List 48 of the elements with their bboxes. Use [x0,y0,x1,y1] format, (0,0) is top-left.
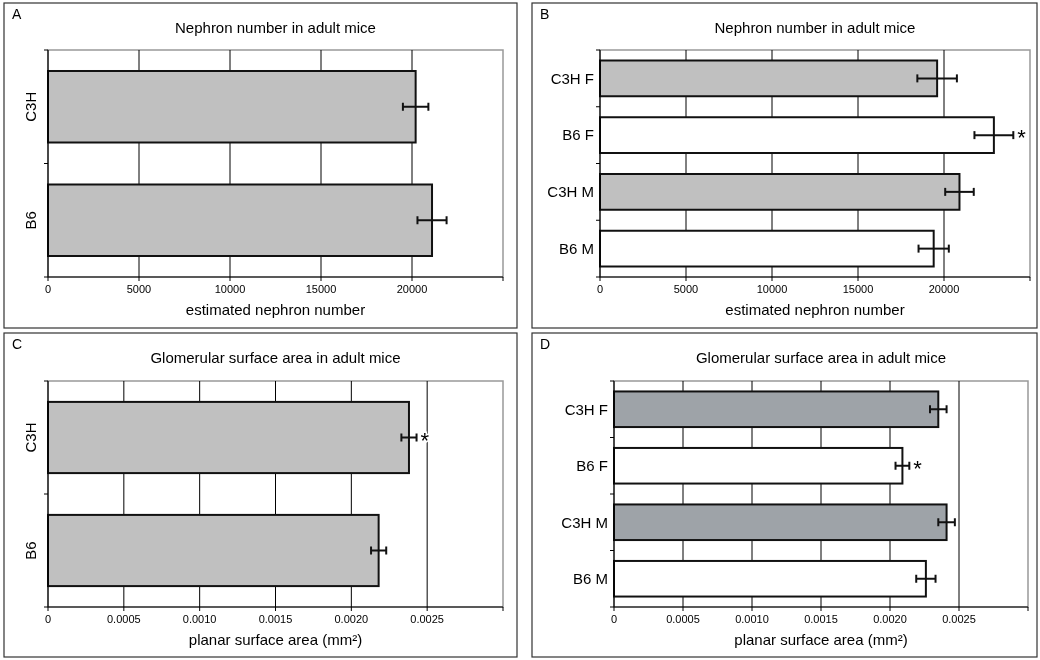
x-axis-title: estimated nephron number [185,301,366,318]
x-tick-label: 0.0025 [942,613,976,625]
x-tick-label: 0 [596,283,604,295]
x-tick-label: 0.0005 [666,613,700,625]
y-tick-label: B6 F [562,126,594,144]
text: D [540,336,551,352]
y-tick-label: B6 [22,211,39,230]
x-tick-label: 20000 [928,283,960,295]
x-tick-label: 10000 [214,283,246,295]
x-tick-label: 0.0020 [334,613,369,625]
annotation: * [913,455,923,481]
y-tick-label: C3H M [547,183,594,201]
y-tick-label: C3H F [564,400,608,418]
x-tick-label: 0.0015 [804,613,838,625]
y-tick-label: B6 M [572,570,608,587]
x-axis-title: planar surface area (mm²) [734,631,908,648]
x-tick-label: 15000 [305,283,337,295]
x-tick-label: 0 [610,613,618,625]
y-tick-label: C3H F [550,69,594,87]
x-tick-label: 0.0025 [410,613,444,625]
chart-title: Glomerular surface area in adult mice [150,349,401,366]
annotation: * [1017,125,1027,151]
chart-title: Glomerular surface area in adult mice [695,349,947,366]
y-tick-label: C3H [22,91,39,122]
x-tick-label: 20000 [396,283,428,295]
x-tick-label: 0.0010 [182,613,217,625]
y-tick-label: C3H [22,422,39,453]
text: B [540,6,550,22]
text: C [12,336,23,352]
chart-title: Nephron number in adult mice [175,19,376,36]
x-axis-title: planar surface area (mm²) [188,631,363,648]
x-tick-label: 10000 [756,283,788,295]
x-tick-label: 0 [44,613,52,625]
x-tick-label: 5000 [673,283,699,295]
x-tick-label: 0.0005 [107,613,141,625]
x-tick-label: 0.0015 [258,613,293,625]
x-tick-label: 0.0010 [735,613,769,625]
y-tick-label: B6 [22,541,39,560]
chart-title: Nephron number in adult mice [714,19,916,36]
x-tick-label: 0.0020 [873,613,907,625]
text: A [12,6,22,22]
x-tick-label: 15000 [842,283,874,295]
y-tick-label: B6 M [558,239,594,257]
x-axis-title: estimated nephron number [725,301,905,318]
x-tick-label: 0 [44,283,52,295]
y-tick-label: B6 F [576,457,608,474]
y-tick-label: C3H M [561,513,608,531]
x-tick-label: 5000 [126,283,152,295]
